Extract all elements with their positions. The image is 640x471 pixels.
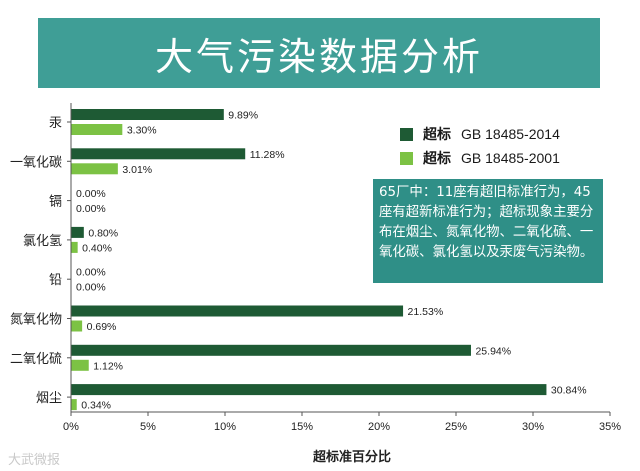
legend-swatch-2014 (400, 127, 413, 141)
x-axis-title: 超标准百分比 (313, 449, 391, 465)
x-tick-label: 15% (291, 421, 313, 433)
legend-standard: GB 18485-2014 (461, 126, 560, 142)
data-label-2001: 0.00% (76, 282, 106, 294)
category-label: 烟尘 (36, 391, 62, 406)
bar-2014 (71, 344, 471, 356)
data-label-2001: 3.01% (122, 164, 152, 176)
category-label: 氯化氢 (23, 234, 62, 249)
category-label: 二氧化硫 (10, 352, 62, 367)
bar-2014 (71, 384, 547, 396)
bar-2014 (71, 109, 224, 120)
bar-2001 (71, 320, 83, 332)
legend-item-2014: 超标 GB 18485-2014 (400, 122, 560, 146)
category-label: 氮氧化物 (10, 313, 62, 328)
data-label-2014: 0.00% (76, 188, 106, 200)
category-label: 一氧化碳 (10, 155, 62, 170)
bar-2001 (71, 163, 118, 175)
watermark: 大武微报 (8, 453, 61, 468)
data-label-2014: 21.53% (408, 306, 444, 318)
data-label-2014: 25.94% (475, 345, 511, 357)
data-label-2014: 0.80% (88, 227, 118, 239)
bar-2014 (71, 226, 84, 238)
data-label-2001: 1.12% (93, 360, 123, 372)
bar-2001 (71, 241, 78, 253)
data-label-2014: 11.28% (250, 149, 285, 161)
chart-title: 大气污染数据分析 (154, 34, 483, 79)
data-label-2014: 9.89% (228, 110, 258, 122)
legend-item-2001: 超标 GB 18485-2001 (400, 146, 560, 170)
bar-2014 (71, 305, 404, 317)
bar-2001 (71, 124, 123, 135)
data-label-2001: 3.30% (127, 125, 157, 137)
legend-swatch-2001 (400, 151, 413, 165)
data-label-2001: 0.69% (87, 321, 117, 333)
x-tick-label: 25% (445, 421, 467, 433)
x-tick-label: 20% (368, 421, 390, 433)
legend: 超标 GB 18485-2014 超标 GB 18485-2001 (400, 122, 560, 170)
x-tick-label: 10% (214, 421, 236, 433)
x-tick-label: 35% (599, 421, 621, 433)
x-tick-label: 5% (140, 421, 156, 433)
x-tick-label: 30% (522, 421, 544, 433)
legend-label: 超标 (423, 150, 451, 166)
data-label-2001: 0.00% (76, 203, 106, 215)
summary-note: 65厂中：11座有超旧标准行为，45座有超新标准行为；超标现象主要分布在烟尘、氮… (373, 179, 603, 283)
category-label: 镉 (49, 194, 62, 210)
category-label: 铅 (49, 273, 62, 288)
legend-standard: GB 18485-2001 (461, 150, 560, 166)
data-label-2001: 0.34% (81, 400, 111, 412)
title-banner: 大气污染数据分析 (38, 18, 600, 88)
data-label-2014: 0.00% (76, 267, 106, 279)
data-label-2001: 0.40% (82, 242, 112, 254)
legend-label: 超标 (423, 126, 451, 142)
bar-2014 (71, 148, 246, 160)
category-label: 汞 (49, 116, 62, 131)
data-label-2014: 30.84% (551, 385, 587, 397)
bar-2001 (71, 399, 77, 411)
x-tick-label: 0% (63, 421, 79, 433)
bar-2001 (71, 359, 89, 371)
